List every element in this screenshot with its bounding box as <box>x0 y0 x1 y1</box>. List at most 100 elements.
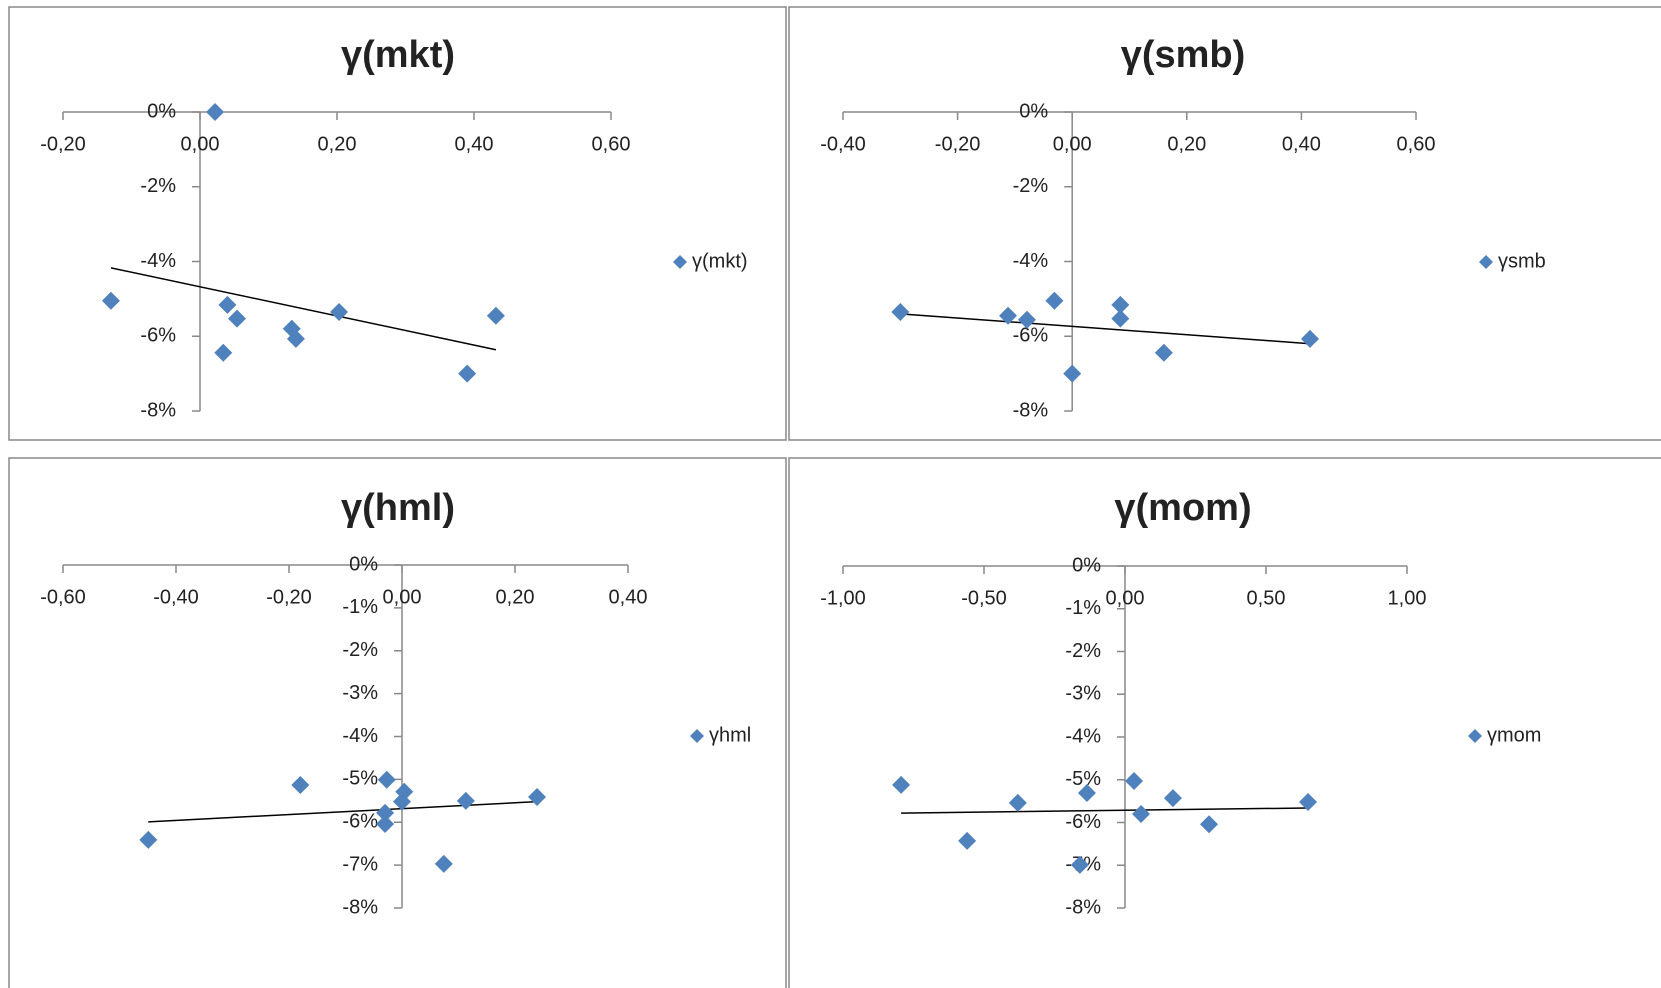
y-tick-label: -2% <box>1065 640 1101 662</box>
y-tick-label: -6% <box>140 325 176 347</box>
point <box>206 103 225 121</box>
point <box>1299 792 1318 811</box>
y-tick-label: 0% <box>1019 100 1048 122</box>
point <box>1300 329 1319 348</box>
point <box>330 302 349 321</box>
legend-label: γhml <box>709 724 751 746</box>
y-tick-label: -8% <box>1013 399 1049 421</box>
point <box>486 306 505 325</box>
panel <box>788 6 1661 441</box>
x-tick-label: 0,20 <box>318 133 357 155</box>
point <box>1200 815 1219 834</box>
point <box>1045 291 1064 310</box>
trendline <box>900 313 1311 345</box>
point <box>377 770 396 789</box>
x-tick-label: 0,40 <box>1282 133 1321 155</box>
x-tick-label: -0,20 <box>935 133 981 155</box>
point <box>891 302 910 321</box>
x-tick-label: 0,60 <box>1397 133 1436 155</box>
point <box>1017 310 1036 329</box>
x-tick-label: -1,00 <box>820 587 866 609</box>
y-tick-label: -2% <box>140 175 176 197</box>
x-tick-label: 0,00 <box>1053 133 1092 155</box>
x-tick-label: -0,40 <box>153 586 199 608</box>
chart-title: γ(hml) <box>341 487 455 529</box>
y-tick-label: -4% <box>1065 725 1101 747</box>
trendline <box>901 807 1309 814</box>
y-tick-label: -2% <box>1013 175 1049 197</box>
x-tick-label: 1,00 <box>1388 587 1427 609</box>
point <box>291 775 310 794</box>
point <box>393 792 411 811</box>
y-tick-label: -8% <box>342 896 378 918</box>
point <box>1008 793 1027 812</box>
legend-label: γsmb <box>1498 250 1546 272</box>
y-tick-label: -8% <box>1065 896 1101 918</box>
point <box>101 291 120 310</box>
trendline <box>148 800 538 823</box>
y-tick-label: -5% <box>342 768 378 790</box>
y-tick-label: -3% <box>1065 683 1101 705</box>
y-tick-label: -2% <box>342 639 378 661</box>
point <box>1132 804 1151 823</box>
chart-title: γ(mom) <box>1114 487 1251 529</box>
point <box>1077 784 1096 803</box>
y-tick-label: -4% <box>342 725 378 747</box>
point <box>1111 295 1130 314</box>
point <box>1125 772 1144 791</box>
x-tick-label: 0,00 <box>383 586 422 608</box>
legend-marker <box>1479 255 1493 269</box>
y-tick-label: -6% <box>342 811 378 833</box>
y-tick-label: -6% <box>1065 811 1101 833</box>
y-tick-label: -8% <box>140 399 176 421</box>
legend-marker <box>1468 729 1482 743</box>
point <box>218 295 237 314</box>
x-tick-label: -0,50 <box>961 587 1007 609</box>
point <box>958 831 977 850</box>
point <box>227 309 246 328</box>
point <box>1070 855 1089 874</box>
x-tick-label: 0,00 <box>1106 587 1145 609</box>
point <box>1163 789 1182 808</box>
y-tick-label: 0% <box>147 100 176 122</box>
trendline <box>110 267 497 351</box>
point <box>286 329 305 348</box>
x-tick-label: -0,60 <box>40 586 86 608</box>
point <box>376 803 395 822</box>
point <box>434 854 453 873</box>
point <box>528 787 547 806</box>
y-tick-label: -5% <box>1065 768 1101 790</box>
chart-title: γ(smb) <box>1121 34 1246 76</box>
x-tick-label: -0,40 <box>820 133 866 155</box>
x-tick-label: 0,40 <box>609 586 648 608</box>
panel <box>8 457 787 988</box>
point <box>1063 364 1082 383</box>
point <box>376 814 395 833</box>
x-tick-label: 0,00 <box>181 133 220 155</box>
x-tick-label: -0,20 <box>266 586 312 608</box>
y-tick-label: 0% <box>349 553 378 575</box>
point <box>892 775 911 794</box>
x-tick-label: 0,20 <box>496 586 535 608</box>
x-tick-label: -0,20 <box>40 133 86 155</box>
chart-title: γ(mkt) <box>341 34 455 76</box>
panel <box>788 457 1661 988</box>
x-tick-label: 0,20 <box>1167 133 1206 155</box>
legend-label: γ(mkt) <box>692 250 748 272</box>
legend-marker <box>673 255 687 269</box>
point <box>214 343 233 362</box>
x-tick-label: 0,40 <box>455 133 494 155</box>
point <box>1111 309 1130 328</box>
point <box>999 306 1018 325</box>
y-tick-label: -4% <box>1013 250 1049 272</box>
point <box>1154 343 1173 362</box>
panel <box>8 6 787 441</box>
y-tick-label: -7% <box>342 853 378 875</box>
x-tick-label: 0,50 <box>1247 587 1286 609</box>
y-tick-label: -3% <box>342 682 378 704</box>
point <box>456 791 475 810</box>
x-tick-label: 0,60 <box>592 133 631 155</box>
point <box>139 830 158 849</box>
legend-label: γmom <box>1487 724 1541 746</box>
